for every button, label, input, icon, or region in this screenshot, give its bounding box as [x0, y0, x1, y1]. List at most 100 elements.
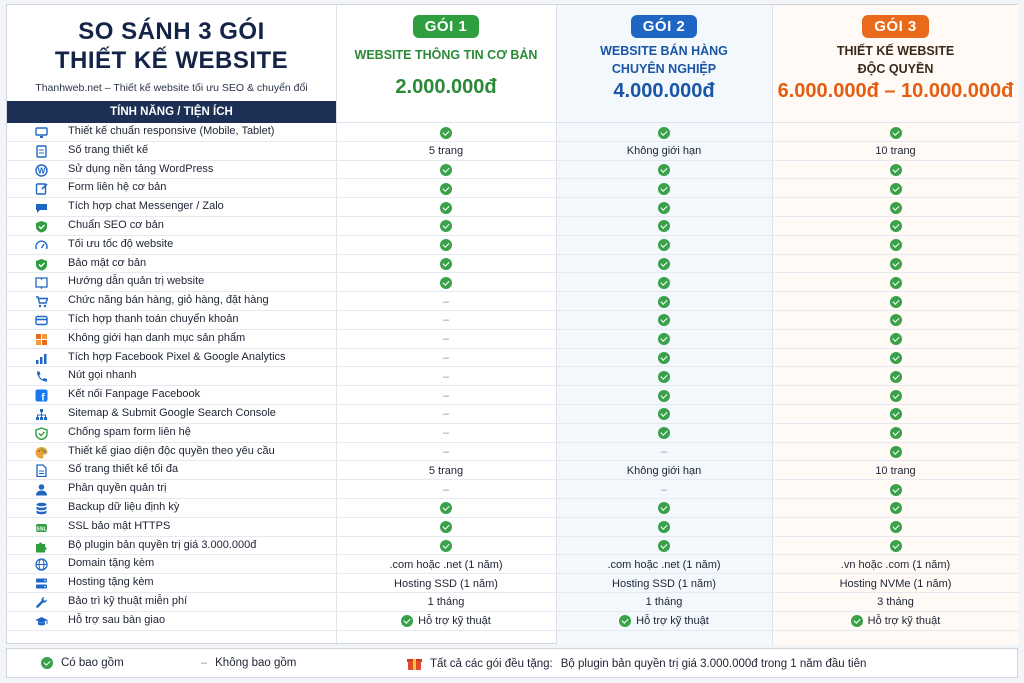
dash-icon: –	[442, 370, 450, 383]
check-icon	[889, 201, 902, 214]
check-icon	[889, 164, 902, 177]
package2-included	[556, 162, 772, 179]
legend-gift-prefix: Tất cả các gói đều tặng:	[430, 657, 553, 670]
dash-icon: –	[442, 446, 450, 459]
package3-included	[772, 519, 1019, 536]
package1-included	[336, 124, 556, 141]
package2-included	[556, 387, 772, 404]
package2-price: 4.000.000đ	[613, 80, 715, 102]
table-row: Sitemap & Submit Google Search Console –	[7, 405, 1019, 424]
package1-value: Hosting SSD (1 năm)	[394, 577, 498, 590]
package1-included	[336, 538, 556, 555]
check-icon	[658, 370, 670, 383]
package1-value: .com hoặc .net (1 năm)	[389, 558, 503, 571]
check-icon	[889, 483, 902, 496]
check-icon	[440, 220, 452, 233]
analytics-icon	[35, 352, 48, 365]
package1-header: GÓI 1 WEBSITE THÔNG TIN CƠ BẢN 2.000.000…	[336, 5, 556, 101]
dash-icon: –	[442, 295, 450, 308]
book-icon	[35, 276, 48, 290]
palette-icon	[35, 446, 48, 459]
package2-included	[556, 237, 772, 254]
check-icon	[658, 126, 670, 139]
package3-included	[772, 481, 1019, 498]
package2-included	[556, 368, 772, 385]
package3-included	[772, 256, 1019, 273]
support-label: Hỗ trợ kỹ thuật	[867, 615, 941, 628]
legend-gift: Tất cả các gói đều tặng: Bộ plugin bản q…	[407, 657, 866, 670]
package2-included	[556, 519, 772, 536]
package3-included	[772, 406, 1019, 423]
package3-included	[772, 293, 1019, 310]
check-icon	[658, 164, 670, 177]
package2-included	[556, 350, 772, 367]
package1-excluded: –	[336, 312, 556, 329]
package2-included	[556, 256, 772, 273]
support-label: Hỗ trợ kỹ thuật	[418, 615, 491, 628]
package1-name: WEBSITE THÔNG TIN CƠ BẢN	[354, 48, 538, 62]
package1-column	[336, 5, 556, 645]
package1-excluded: –	[336, 293, 556, 310]
check-icon	[889, 427, 902, 440]
check-icon	[889, 540, 902, 553]
feature-label: Sử dụng nền tảng WordPress	[68, 162, 214, 175]
package3-included	[772, 538, 1019, 555]
package3-value: 10 trang	[875, 464, 916, 477]
package3-included	[772, 312, 1019, 329]
table-row: Chuẩn SEO cơ bản	[7, 217, 1019, 236]
package1-included	[336, 500, 556, 517]
feature-label: Không giới hạn danh mục sản phẩm	[68, 331, 246, 344]
package2-support: Hỗ trợ kỹ thuật	[556, 613, 772, 630]
check-icon	[889, 370, 902, 383]
dash-icon: –	[442, 483, 450, 496]
package2-value: 1 tháng	[645, 596, 683, 609]
form-edit-icon	[35, 182, 48, 196]
package3-value: 10 trang	[875, 145, 916, 158]
check-icon	[658, 258, 670, 271]
package3-included	[772, 180, 1019, 197]
feature-label: Thiết kế chuẩn responsive (Mobile, Table…	[68, 125, 275, 137]
check-icon	[889, 446, 902, 459]
package1-badge: GÓI 1	[412, 15, 480, 38]
package3-included	[772, 425, 1019, 442]
package2-included	[556, 274, 772, 291]
check-icon	[889, 408, 902, 421]
ssl-lock-icon: SSL	[35, 521, 48, 534]
package1-excluded: –	[336, 350, 556, 367]
feature-label: Backup dữ liệu định kỳ	[68, 500, 180, 513]
table-row: SSL SSL bảo mật HTTPS	[7, 518, 1019, 537]
svg-text:W: W	[38, 166, 46, 175]
dash-icon: –	[442, 314, 450, 327]
package2-included	[556, 124, 772, 141]
check-icon	[658, 333, 670, 346]
package1-excluded: –	[336, 331, 556, 348]
package2-excluded: –	[556, 444, 772, 461]
package2-excluded: –	[556, 481, 772, 498]
check-icon	[889, 521, 902, 534]
feature-label: Tích hợp Facebook Pixel & Google Analyti…	[68, 350, 286, 363]
check-icon	[401, 615, 414, 628]
feature-label: Bảo trì kỹ thuật miễn phí	[68, 594, 188, 607]
package3-included	[772, 500, 1019, 517]
dash-icon: –	[442, 389, 450, 402]
check-icon	[658, 220, 670, 233]
package3-included	[772, 444, 1019, 461]
table-row: Tích hợp chat Messenger / Zalo	[7, 198, 1019, 217]
table-row: Chống spam form liên hệ –	[7, 424, 1019, 443]
check-icon	[889, 239, 902, 252]
check-icon	[889, 333, 902, 346]
package3-included	[772, 199, 1019, 216]
check-icon	[889, 126, 902, 139]
table-row: Hosting tặng kèm Hosting SSD (1 năm) Hosti…	[7, 574, 1019, 593]
svg-text:SSL: SSL	[36, 526, 47, 532]
dash-icon: –	[660, 483, 668, 496]
table-row: Hỗ trợ sau bàn giao Hỗ trợ kỹ thuật Hỗ trợ…	[7, 612, 1019, 631]
check-icon	[440, 182, 452, 195]
check-icon	[658, 295, 670, 308]
package3-included	[772, 237, 1019, 254]
check-icon	[440, 540, 452, 553]
table-row: Tối ưu tốc độ website	[7, 236, 1019, 255]
legend-excluded-label: Không bao gồm	[215, 657, 297, 669]
wordpress-icon: W	[35, 163, 48, 177]
table-row: Thiết kế chuẩn responsive (Mobile, Table…	[7, 123, 1019, 142]
